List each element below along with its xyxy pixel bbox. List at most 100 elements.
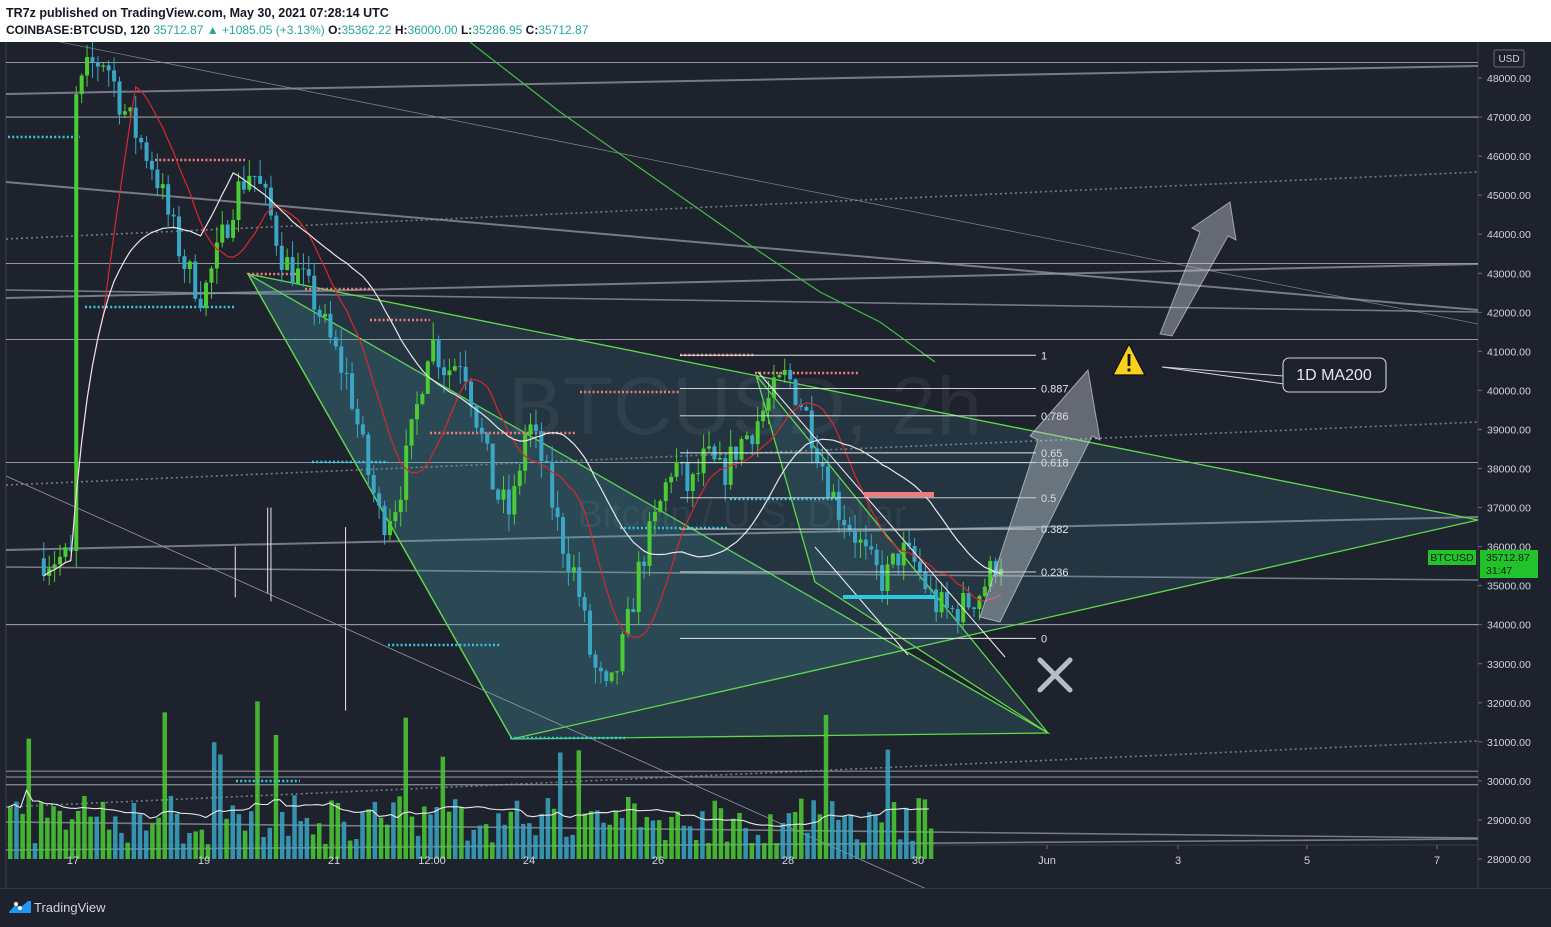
candle bbox=[982, 578, 987, 598]
support-box[interactable] bbox=[843, 595, 935, 599]
volume-bar bbox=[848, 814, 853, 859]
candle bbox=[312, 262, 317, 326]
symbol-badge bbox=[1428, 550, 1476, 565]
volume-bar bbox=[867, 812, 872, 859]
time-tick-label: 28 bbox=[782, 855, 794, 867]
volume-bar bbox=[32, 843, 38, 859]
price-axis[interactable] bbox=[1480, 42, 1551, 888]
price-chart[interactable]: BTCUSD, 2h Bitcoin / U.S. Dollar 10.8870… bbox=[0, 42, 1551, 888]
ma200-1d-line[interactable] bbox=[469, 42, 936, 363]
candle-body bbox=[452, 366, 457, 371]
candle-body bbox=[777, 375, 782, 378]
candle-body bbox=[409, 419, 414, 446]
candle bbox=[750, 433, 755, 456]
candle bbox=[528, 413, 533, 448]
symbol-name: COINBASE:BTCUSD, 120 bbox=[6, 23, 151, 37]
volume-bar bbox=[378, 817, 384, 859]
volume-bar bbox=[582, 813, 588, 859]
candle bbox=[788, 363, 793, 389]
volume-bar bbox=[626, 796, 631, 859]
candle-body bbox=[858, 539, 863, 543]
candle-body bbox=[636, 561, 641, 613]
candle-body bbox=[912, 545, 917, 562]
candle-body bbox=[139, 137, 144, 143]
resistance-box[interactable] bbox=[864, 492, 934, 497]
candle-body bbox=[582, 597, 587, 611]
close-value: 35712.87 bbox=[538, 23, 589, 37]
candle bbox=[517, 463, 522, 495]
candle bbox=[339, 329, 344, 391]
volume-bar bbox=[675, 811, 680, 859]
candle bbox=[58, 544, 63, 576]
volume-bar bbox=[644, 817, 650, 859]
volume-bar bbox=[551, 808, 557, 859]
candle-body bbox=[117, 81, 122, 115]
candle bbox=[220, 211, 225, 248]
candle bbox=[447, 358, 452, 389]
candle bbox=[804, 404, 809, 412]
candle-body bbox=[928, 588, 933, 590]
bullish-arrow-near[interactable] bbox=[979, 368, 1101, 623]
volume-bar bbox=[193, 831, 198, 859]
volume-bar bbox=[836, 819, 841, 859]
currency-box[interactable] bbox=[1493, 49, 1525, 68]
volume-bar bbox=[693, 840, 699, 859]
price-tick-label: 28000.00 bbox=[1487, 854, 1531, 866]
time-tick-label: 24 bbox=[523, 855, 535, 867]
candle-body bbox=[63, 547, 68, 557]
candle bbox=[377, 486, 382, 519]
trendline-1 bbox=[5, 263, 1479, 299]
ma-white-line[interactable] bbox=[43, 172, 1002, 577]
fibonacci-retracement[interactable]: 1 0.887 0.786 0.650.618 0.5 0.382 0.236 0 bbox=[680, 350, 1069, 645]
candles bbox=[41, 42, 1004, 711]
ma-callout-box[interactable] bbox=[1282, 357, 1387, 393]
candle-body bbox=[588, 610, 593, 655]
candle bbox=[366, 431, 371, 487]
candle-body bbox=[685, 463, 690, 492]
price-tick-label: 45000.00 bbox=[1487, 190, 1531, 202]
volume-bar bbox=[224, 818, 229, 859]
candle-body bbox=[658, 500, 663, 512]
candle-body bbox=[58, 556, 63, 565]
volume-bar bbox=[712, 800, 718, 859]
ma-red-line[interactable] bbox=[43, 85, 1002, 639]
candle-body bbox=[717, 457, 722, 460]
candle-body bbox=[74, 94, 79, 552]
candle bbox=[463, 350, 468, 391]
candle-body bbox=[263, 183, 268, 188]
candle bbox=[631, 597, 636, 613]
volume-bar bbox=[811, 800, 816, 859]
candle-body bbox=[306, 269, 311, 276]
volume-bar bbox=[687, 826, 693, 859]
volume-bar bbox=[663, 839, 668, 859]
trendline-10 bbox=[5, 181, 1479, 311]
volume-bar bbox=[119, 832, 124, 859]
volume-bar bbox=[799, 798, 804, 859]
price-change: +1085.05 (+3.13%) bbox=[222, 23, 325, 37]
candle bbox=[231, 209, 236, 242]
candle bbox=[944, 582, 949, 620]
volume-bar bbox=[459, 807, 464, 859]
bullish-arrow-far[interactable] bbox=[1159, 201, 1237, 337]
candle-body bbox=[836, 491, 841, 520]
dotted-levels bbox=[8, 135, 860, 783]
candle bbox=[506, 474, 511, 532]
warning-icon bbox=[1111, 342, 1147, 376]
wedge-upper-line[interactable] bbox=[757, 371, 1006, 658]
wedge-lower-line[interactable] bbox=[814, 546, 909, 656]
candle-body bbox=[820, 462, 825, 467]
volume-bar bbox=[205, 844, 211, 859]
candle-body bbox=[209, 268, 214, 283]
candle-body bbox=[323, 313, 328, 317]
candle bbox=[166, 175, 171, 227]
fib-label-0.618: 0.618 bbox=[1041, 458, 1069, 470]
candle bbox=[247, 160, 252, 192]
volume-bar bbox=[904, 807, 909, 859]
price-tick-label: 38000.00 bbox=[1487, 464, 1531, 476]
volume-bar bbox=[366, 809, 371, 859]
candle bbox=[642, 555, 647, 579]
volume-bar bbox=[397, 796, 402, 859]
candle bbox=[690, 472, 695, 508]
candle-body bbox=[625, 608, 630, 635]
volume-bar bbox=[113, 816, 118, 859]
